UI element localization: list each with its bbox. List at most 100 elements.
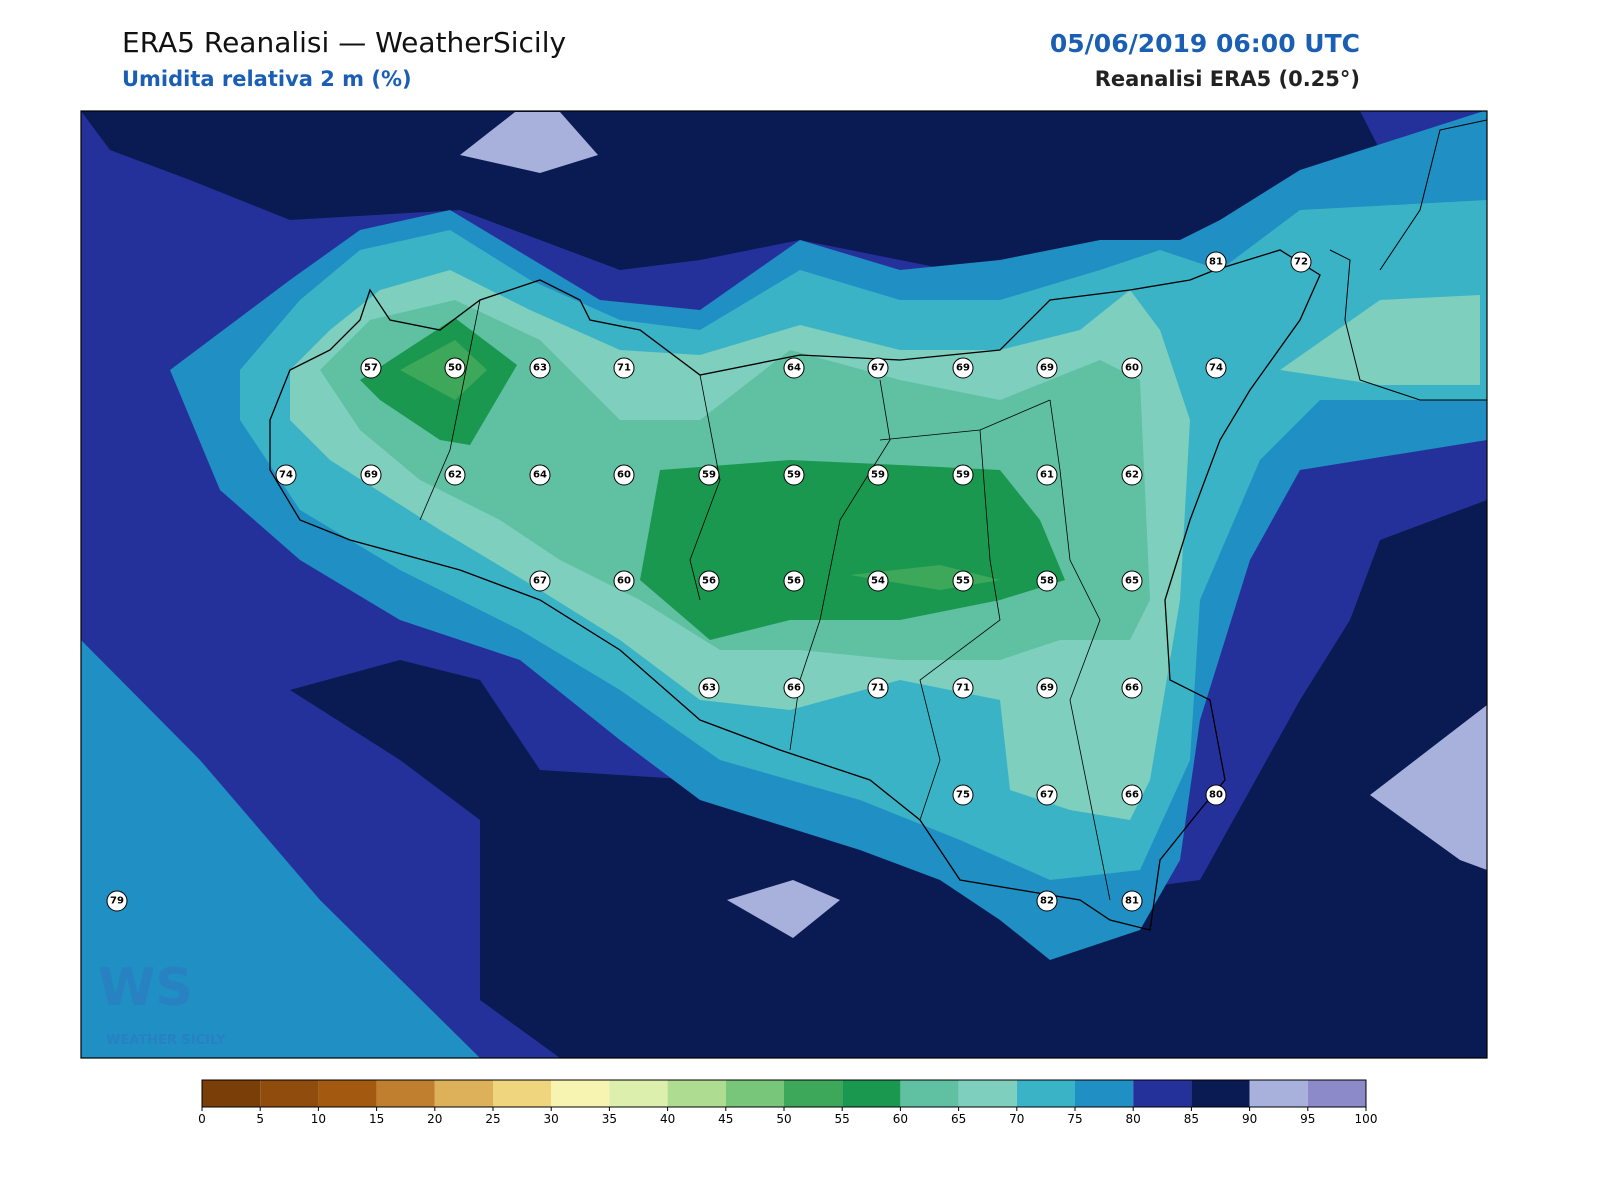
- logo-text: WEATHER SICILY: [106, 1033, 226, 1048]
- station-marker: [1036, 464, 1058, 486]
- colorbar-tick-label: 60: [893, 1112, 908, 1126]
- station-marker: [952, 357, 974, 379]
- colorbar-segment: [202, 1080, 261, 1107]
- coastline: [269, 249, 1321, 931]
- band-85-90: [81, 111, 1380, 270]
- colorbar-segment: [434, 1080, 493, 1107]
- station-marker: [1121, 890, 1143, 912]
- station-value: 54: [871, 576, 885, 587]
- station-marker: [1121, 570, 1143, 592]
- station-marker: [1036, 677, 1058, 699]
- colorbar-tick-label: 70: [1009, 1112, 1024, 1126]
- station-value: 56: [787, 576, 801, 587]
- station-value: 63: [702, 683, 716, 694]
- source: Reanalisi ERA5 (0.25°): [1095, 67, 1360, 91]
- station-value: 57: [364, 363, 378, 374]
- station-marker: [106, 890, 128, 912]
- colorbar-tick-label: 30: [544, 1112, 559, 1126]
- station-marker: [952, 677, 974, 699]
- station-marker: [613, 570, 635, 592]
- colorbar-tick-label: 40: [660, 1112, 675, 1126]
- station-value: 69: [1040, 363, 1054, 374]
- colorbar-tick-label: 85: [1184, 1112, 1199, 1126]
- colorbar-tick-label: 45: [718, 1112, 733, 1126]
- station-marker: [1205, 784, 1227, 806]
- station-marker: [867, 357, 889, 379]
- station-value: 81: [1125, 896, 1139, 907]
- station-marker: [1290, 251, 1312, 273]
- station-value: 71: [871, 683, 885, 694]
- colorbar-segment: [1307, 1080, 1366, 1107]
- station-marker: [783, 357, 805, 379]
- station-value: 67: [871, 363, 885, 374]
- band-85-90: [290, 500, 1487, 1058]
- title: ERA5 Reanalisi — WeatherSicily: [122, 26, 566, 59]
- colorbar-tick-label: 35: [602, 1112, 617, 1126]
- station-value: 59: [956, 470, 970, 481]
- station-marker: [1205, 251, 1227, 273]
- station-marker: [613, 357, 635, 379]
- station-value: 82: [1040, 896, 1054, 907]
- station-marker: [1121, 784, 1143, 806]
- station-marker: [1036, 357, 1058, 379]
- station-value: 67: [533, 576, 547, 587]
- colorbar: 0 5 10 15 20 25 30 35 40 45 50 55 60 65 70 75 80 85 90 95 10…: [198, 1079, 1378, 1126]
- station-marker: [952, 570, 974, 592]
- stations: 81 72 57 50 63 71 64 67 69 69 60 74 74 69 62 64 60 59 59 59…: [106, 251, 1312, 912]
- station-marker: [529, 464, 551, 486]
- station-marker: [444, 357, 466, 379]
- station-value: 72: [1294, 257, 1308, 268]
- station-value: 50: [448, 363, 462, 374]
- station-marker: [275, 464, 297, 486]
- colorbar-segment: [1191, 1080, 1250, 1107]
- colorbar-tick-label: 20: [427, 1112, 442, 1126]
- colorbar-tick-label: 15: [369, 1112, 384, 1126]
- colorbar-tick-label: 65: [951, 1112, 966, 1126]
- station-value: 66: [787, 683, 801, 694]
- station-marker: [444, 464, 466, 486]
- station-marker: [952, 784, 974, 806]
- station-value: 64: [787, 363, 801, 374]
- station-value: 69: [1040, 683, 1054, 694]
- station-marker: [698, 464, 720, 486]
- station-value: 60: [617, 470, 631, 481]
- map-frame: [80, 110, 1488, 1059]
- station-value: 64: [533, 470, 547, 481]
- colorbar-tick-label: 90: [1242, 1112, 1257, 1126]
- station-value: 61: [1040, 470, 1054, 481]
- station-marker: [698, 570, 720, 592]
- station-marker: [1121, 464, 1143, 486]
- province-borders: [419, 299, 1111, 901]
- station-marker: [698, 677, 720, 699]
- colorbar-segment: [493, 1080, 552, 1107]
- colorbar-tick-label: 0: [198, 1112, 206, 1126]
- station-value: 56: [702, 576, 716, 587]
- station-value: 69: [364, 470, 378, 481]
- colorbar-tick-label: 10: [311, 1112, 326, 1126]
- colorbar-tick-label: 100: [1355, 1112, 1378, 1126]
- station-value: 74: [1209, 363, 1223, 374]
- station-value: 79: [110, 896, 124, 907]
- colorbar-segment: [784, 1080, 843, 1107]
- colorbar-segment: [1016, 1080, 1075, 1107]
- colorbar-segment: [551, 1080, 610, 1107]
- station-marker: [360, 357, 382, 379]
- band-55-60: [640, 460, 1065, 640]
- station-value: 60: [1125, 363, 1139, 374]
- station-value: 81: [1209, 257, 1223, 268]
- logo-mark: WS: [98, 958, 193, 1018]
- colorbar-segment: [842, 1080, 901, 1107]
- station-value: 71: [617, 363, 631, 374]
- colorbar-segment: [260, 1080, 319, 1107]
- station-marker: [529, 357, 551, 379]
- station-value: 67: [1040, 790, 1054, 801]
- station-value: 75: [956, 790, 970, 801]
- station-marker: [783, 677, 805, 699]
- colorbar-segment: [1249, 1080, 1308, 1107]
- station-marker: [1121, 677, 1143, 699]
- band-75-80: [81, 640, 480, 1058]
- station-value: 63: [533, 363, 547, 374]
- station-marker: [360, 464, 382, 486]
- band-90-95: [727, 880, 840, 938]
